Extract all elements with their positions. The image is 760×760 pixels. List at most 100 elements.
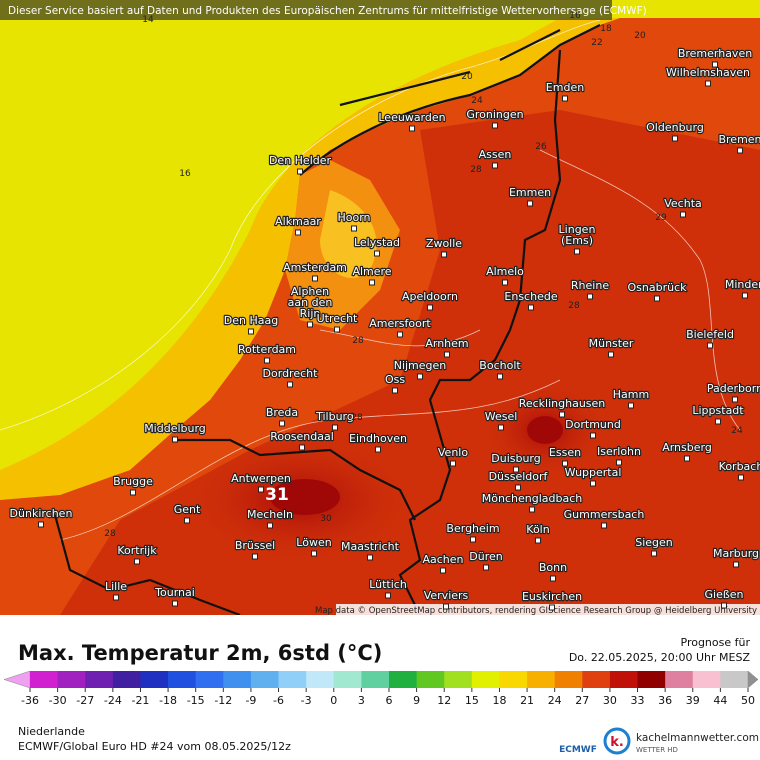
city-label: Wesel [485,410,518,423]
city-label: Oldenburg [646,121,704,134]
city-label: Brüssel [235,539,275,552]
city-marker [252,553,258,560]
city-label: Essen [549,446,581,459]
city-marker [172,436,178,443]
city-marker [550,575,556,582]
attribution: Map data © OpenStreetMap contributors, r… [315,606,757,616]
colorbar-tick-label: -36 [21,694,39,707]
color-swatch [278,671,307,688]
city-marker [267,522,273,529]
color-swatch [692,671,721,688]
colorbar-tick-label: 15 [465,694,479,707]
city-label: Duisburg [491,452,541,465]
color-swatch [416,671,445,688]
city-marker [535,537,541,544]
city-label: Bremen [718,133,760,146]
color-swatch [85,671,114,688]
color-swatch [195,671,224,688]
city-label: Köln [526,523,549,536]
city-marker [334,326,340,333]
city-label: Korbach [719,460,760,473]
city-label: (Ems) [561,234,593,247]
city-label: Tilburg [315,410,354,423]
city-layer: Bremerhaven Wilhelmshaven Emden Leeuwarden G… [8,46,760,611]
city-label: Marburg [713,547,759,560]
city-marker [715,418,721,425]
hot-core [270,479,340,515]
city-label: Lelystad [354,236,400,249]
city-marker [651,550,657,557]
colorbar-tick-label: 6 [386,694,393,707]
colorbar-tick-label: -24 [104,694,122,707]
color-swatch [112,671,141,688]
contour-label: 24 [471,96,483,106]
city-label: Wilhelmshaven [666,66,750,79]
city-marker [130,489,136,496]
city-marker [385,592,391,599]
colorbar-tick-label: -30 [49,694,67,707]
colorbar-tick-label: 33 [631,694,645,707]
contour-label: 20 [461,72,473,82]
colorbar-tick-label: 50 [741,694,755,707]
city-label: Kortrijk [117,544,157,557]
colorbar-tick-label: 24 [548,694,562,707]
city-label: Dünkirchen [10,507,73,520]
city-marker [601,522,607,529]
city-marker [721,602,727,609]
color-swatch [389,671,418,688]
color-swatch [609,671,639,688]
city-label: Aachen [422,553,463,566]
color-swatch [57,671,86,688]
city-label: Antwerpen [231,472,291,485]
max-label: 31 [265,485,289,505]
city-label: Zwolle [426,237,462,250]
city-marker [374,250,380,257]
city-marker [590,480,596,487]
city-label: Venlo [438,446,468,459]
contour-label: 29 [655,213,667,223]
city-marker [307,321,313,328]
city-label: Roosendaal [270,430,334,443]
color-swatch [223,671,252,688]
city-label: Mecheln [247,508,293,521]
city-marker [616,459,622,466]
forecast-time: Do. 22.05.2025, 20:00 Uhr MESZ [569,651,751,664]
colorbar-arrow [3,670,31,689]
city-label: Assen [479,148,512,161]
city-marker [369,279,375,286]
city-label: Middelburg [144,422,206,435]
city-label: Hamm [613,388,649,401]
colorbar-tick-label: 36 [658,694,672,707]
city-label: Gent [174,503,201,516]
color-swatch [582,671,611,688]
city-marker [502,279,508,286]
city-label: Euskirchen [522,590,582,603]
colorbar-tick-label: -27 [76,694,94,707]
color-swatch [30,671,59,688]
city-marker [515,484,521,491]
city-label: Arnhem [425,337,468,350]
city-label: Arnsberg [662,441,712,454]
city-marker [608,351,614,358]
city-marker [450,460,456,467]
contour-label: 28 [352,336,364,346]
color-swatch [471,671,500,688]
city-label: Nijmegen [394,359,447,372]
city-marker [528,304,534,311]
city-label: Hoorn [337,211,370,224]
city-label: Breda [266,406,298,419]
city-label: Emden [546,81,584,94]
city-label: Bergheim [446,522,499,535]
city-label: Den Helder [269,154,332,167]
city-marker [311,550,317,557]
city-marker [312,275,318,282]
city-marker [574,248,580,255]
color-swatch [306,671,335,688]
city-marker [427,304,433,311]
colorbar-tick-label: -12 [214,694,232,707]
city-label: Brugge [113,475,153,488]
city-label: Rotterdam [238,343,296,356]
city-marker [513,466,519,473]
city-marker [562,460,568,467]
